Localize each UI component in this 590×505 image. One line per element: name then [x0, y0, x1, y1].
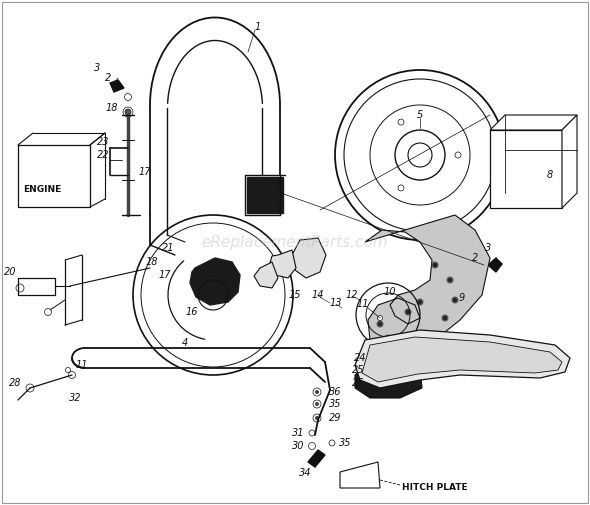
- Polygon shape: [365, 215, 490, 355]
- Text: 2: 2: [472, 253, 478, 263]
- Circle shape: [386, 336, 390, 340]
- Text: HITCH PLATE: HITCH PLATE: [402, 482, 468, 491]
- Text: 26: 26: [352, 378, 364, 388]
- Circle shape: [451, 296, 458, 304]
- Circle shape: [443, 316, 447, 320]
- Text: 14: 14: [312, 290, 325, 300]
- Circle shape: [385, 334, 392, 341]
- Polygon shape: [254, 262, 278, 288]
- Circle shape: [431, 262, 438, 269]
- Circle shape: [423, 333, 427, 337]
- Circle shape: [398, 119, 404, 125]
- Polygon shape: [308, 450, 325, 467]
- Circle shape: [447, 277, 454, 283]
- Text: 11: 11: [357, 299, 369, 309]
- Text: 9: 9: [459, 293, 465, 303]
- Text: 36: 36: [329, 387, 342, 397]
- Circle shape: [378, 322, 382, 326]
- Circle shape: [315, 416, 319, 420]
- Text: 8: 8: [547, 170, 553, 180]
- Text: 22: 22: [97, 150, 109, 160]
- Text: ENGINE: ENGINE: [23, 185, 61, 194]
- Text: 3: 3: [485, 243, 491, 253]
- Text: 5: 5: [417, 110, 423, 120]
- Circle shape: [441, 315, 448, 322]
- Circle shape: [448, 278, 452, 282]
- Text: 17: 17: [159, 270, 171, 280]
- Text: 29: 29: [329, 413, 342, 423]
- Text: 30: 30: [291, 441, 304, 451]
- Polygon shape: [362, 337, 562, 382]
- Circle shape: [125, 109, 131, 115]
- Text: 4: 4: [182, 338, 188, 348]
- Polygon shape: [340, 462, 380, 488]
- Circle shape: [376, 321, 384, 328]
- Circle shape: [313, 400, 321, 408]
- Circle shape: [418, 300, 422, 304]
- Circle shape: [417, 298, 424, 306]
- Polygon shape: [355, 358, 422, 398]
- Circle shape: [309, 430, 315, 436]
- Text: 31: 31: [291, 428, 304, 438]
- Circle shape: [315, 402, 319, 406]
- Polygon shape: [490, 115, 577, 130]
- Text: 3: 3: [94, 63, 100, 73]
- Circle shape: [402, 338, 408, 345]
- Text: 35: 35: [329, 399, 342, 409]
- Circle shape: [398, 185, 404, 191]
- Circle shape: [329, 440, 335, 446]
- Polygon shape: [247, 177, 283, 213]
- Text: 15: 15: [289, 290, 301, 300]
- Text: 28: 28: [9, 378, 21, 388]
- Text: 11: 11: [76, 360, 88, 370]
- Polygon shape: [270, 250, 296, 278]
- Circle shape: [453, 298, 457, 302]
- Circle shape: [26, 384, 34, 392]
- Circle shape: [124, 93, 132, 100]
- Polygon shape: [355, 330, 570, 388]
- Circle shape: [16, 284, 24, 292]
- Circle shape: [123, 107, 133, 117]
- Text: 12: 12: [346, 290, 358, 300]
- Text: 25: 25: [352, 365, 364, 375]
- Text: 34: 34: [299, 468, 312, 478]
- Text: 1: 1: [255, 22, 261, 32]
- Polygon shape: [562, 115, 577, 208]
- Text: 23: 23: [97, 137, 109, 147]
- Circle shape: [433, 263, 437, 267]
- Polygon shape: [110, 80, 124, 92]
- Text: 21: 21: [162, 243, 174, 253]
- Circle shape: [313, 388, 321, 396]
- Circle shape: [403, 340, 407, 344]
- Circle shape: [480, 265, 487, 272]
- Circle shape: [68, 372, 76, 379]
- Circle shape: [315, 390, 319, 394]
- Text: 17: 17: [139, 167, 151, 177]
- Polygon shape: [490, 130, 562, 208]
- Circle shape: [65, 368, 70, 373]
- Polygon shape: [488, 258, 502, 272]
- Circle shape: [309, 442, 316, 449]
- Text: 24: 24: [354, 353, 366, 363]
- Text: 10: 10: [384, 287, 396, 297]
- Circle shape: [455, 152, 461, 158]
- Text: 18: 18: [146, 257, 158, 267]
- Polygon shape: [190, 258, 240, 305]
- Circle shape: [44, 309, 51, 316]
- Text: 35: 35: [339, 438, 351, 448]
- Text: 2: 2: [105, 73, 111, 83]
- Text: 13: 13: [330, 298, 342, 308]
- Circle shape: [421, 331, 428, 338]
- Polygon shape: [292, 238, 326, 278]
- Text: eReplacementParts.com: eReplacementParts.com: [202, 235, 388, 250]
- Circle shape: [378, 316, 382, 321]
- Text: 16: 16: [186, 307, 198, 317]
- Circle shape: [405, 309, 411, 316]
- Text: 32: 32: [69, 393, 81, 403]
- Text: 20: 20: [4, 267, 17, 277]
- Circle shape: [313, 414, 321, 422]
- Text: 18: 18: [106, 103, 118, 113]
- Circle shape: [406, 310, 410, 314]
